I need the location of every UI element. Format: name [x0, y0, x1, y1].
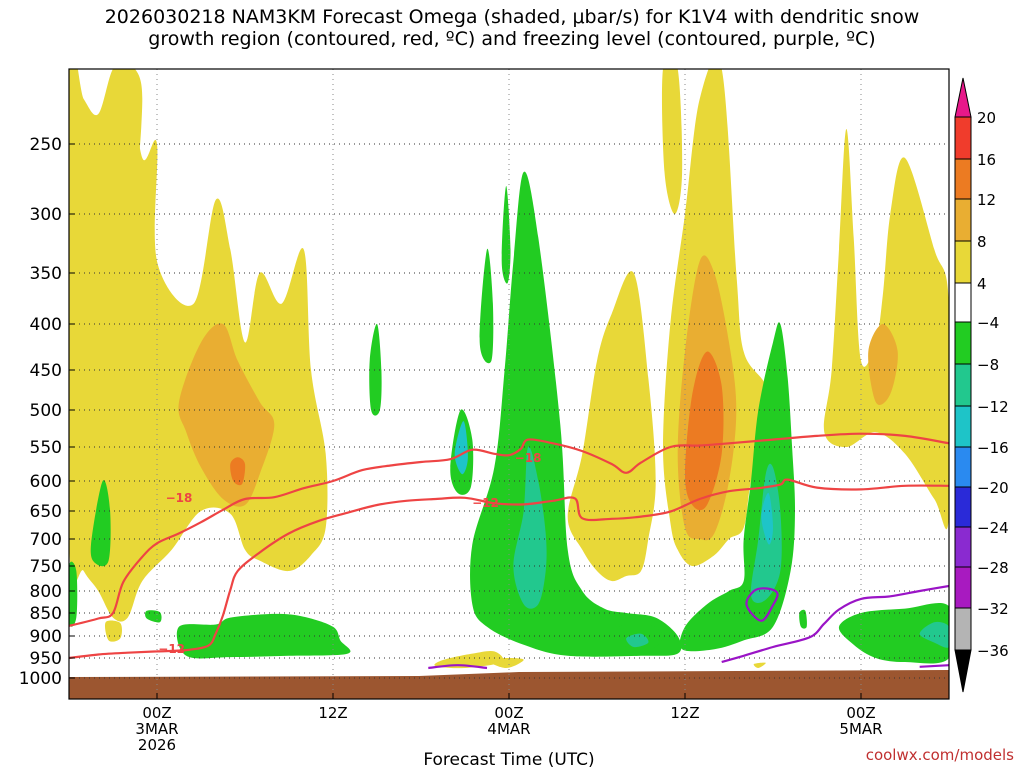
contour-2	[721, 584, 949, 664]
colorbar-label-8: −16	[977, 439, 1009, 457]
omega-region-25	[454, 421, 468, 475]
colorbar-label-11: −28	[977, 559, 1009, 577]
colorbar-band-8	[954, 446, 972, 488]
y-tick-label-500: 500	[30, 401, 62, 421]
y-tick-label-450: 450	[30, 361, 62, 381]
colorbar-top-arrow	[954, 77, 972, 118]
y-tick-label-800: 800	[30, 582, 62, 602]
y-tick-label-750: 750	[30, 557, 62, 577]
omega-region-12	[486, 658, 524, 668]
colorbar-band-11	[954, 566, 972, 609]
y-tick-label-250: 250	[30, 135, 62, 155]
colorbar-band-10	[954, 526, 972, 568]
colorbar-label-0: 20	[977, 109, 996, 127]
contour-label-1-0: −12	[158, 642, 185, 656]
colorbar-label-6: −8	[977, 356, 999, 374]
omega-region-7	[685, 351, 724, 511]
contour-label-0-1: −18	[515, 451, 542, 465]
omega-region-15	[145, 610, 162, 623]
omega-region-30	[919, 621, 949, 648]
colorbar-label-10: −24	[977, 519, 1009, 537]
x-tick-label-36-0: 12Z	[670, 704, 699, 722]
y-tick-label-550: 550	[30, 438, 62, 458]
omega-region-2	[230, 457, 246, 486]
omega-region-29	[838, 603, 949, 664]
contour-5	[745, 587, 779, 622]
y-tick-label-400: 400	[30, 315, 62, 335]
omega-region-0	[69, 69, 328, 622]
y-tick-label-350: 350	[30, 264, 62, 284]
y-tick-label-950: 950	[30, 649, 62, 669]
omega-region-14	[753, 662, 766, 669]
omega-region-1	[178, 323, 275, 507]
x-tick-label-24-0: 00Z	[494, 704, 523, 722]
omega-region-17	[90, 480, 111, 567]
y-tick-label-900: 900	[30, 627, 62, 647]
colorbar-label-1: 16	[977, 151, 996, 169]
colorbar-label-9: −20	[977, 479, 1009, 497]
colorbar-label-3: 8	[977, 233, 987, 251]
y-tick-label-1000: 1000	[19, 669, 62, 689]
contour-label-1-1: −12	[472, 496, 499, 510]
chart-title-line-1: 2026030218 NAM3KM Forecast Omega (shaded…	[104, 6, 920, 28]
colorbar-band-7	[954, 405, 972, 448]
omega-region-3	[118, 69, 143, 193]
colorbar-band-1	[954, 158, 972, 200]
y-tick-label-650: 650	[30, 502, 62, 522]
omega-region-10	[661, 69, 683, 214]
colorbar-label-7: −12	[977, 398, 1009, 416]
contour-3	[919, 664, 949, 668]
colorbar-label-2: 12	[977, 191, 996, 209]
y-tick-label-700: 700	[30, 530, 62, 550]
x-tick-label-0-0: 00Z	[142, 704, 171, 722]
colorbar-label-4: 4	[977, 275, 987, 293]
omega-region-9	[868, 324, 898, 405]
colorbar-bottom-arrow	[954, 649, 972, 693]
omega-region-32	[626, 633, 649, 648]
omega-region-20	[513, 446, 547, 609]
contour-4	[428, 664, 488, 670]
omega-region-33	[799, 609, 807, 629]
colorbar-band-9	[954, 486, 972, 528]
omega-region-27	[369, 323, 382, 416]
contour-0	[69, 432, 949, 627]
colorbar-label-13: −36	[977, 642, 1009, 660]
x-tick-label-0-2: 2026	[138, 736, 176, 754]
colorbar-label-5: −4	[977, 314, 999, 332]
contour-1	[69, 478, 949, 660]
x-tick-label-12-0: 12Z	[318, 704, 347, 722]
contour-label-0-0: −18	[166, 491, 193, 505]
y-tick-label-850: 850	[30, 604, 62, 624]
x-tick-label-24-1: 4MAR	[487, 720, 530, 738]
credit-text: coolwx.com/models	[865, 746, 1014, 764]
x-axis-label: Forecast Time (UTC)	[423, 750, 594, 768]
y-tick-label-300: 300	[30, 205, 62, 225]
colorbar-label-12: −32	[977, 600, 1009, 618]
omega-region-11	[434, 650, 504, 669]
chart-title-line-2: growth region (contoured, red, ºC) and f…	[148, 28, 876, 50]
omega-region-28	[501, 185, 511, 284]
omega-region-4	[567, 271, 656, 582]
omega-region-23	[761, 492, 773, 545]
x-tick-label-48-0: 00Z	[846, 704, 875, 722]
x-tick-label-48-1: 5MAR	[839, 720, 882, 738]
y-tick-label-600: 600	[30, 472, 62, 492]
colorbar-band-0	[954, 116, 972, 160]
omega-region-13	[104, 620, 122, 642]
colorbar-band-4	[954, 282, 972, 323]
colorbar-band-12	[954, 607, 972, 651]
omega-region-16	[69, 561, 78, 627]
colorbar-band-2	[954, 198, 972, 242]
x-tick-label-0-1: 3MAR	[135, 720, 178, 738]
colorbar-band-6	[954, 363, 972, 407]
colorbar-band-3	[954, 240, 972, 284]
omega-region-26	[479, 248, 494, 364]
colorbar-band-5	[954, 321, 972, 365]
